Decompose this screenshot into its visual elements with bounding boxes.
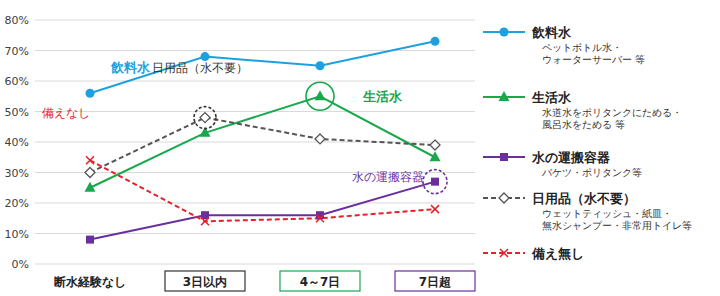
grid-line [35,20,475,21]
point [201,52,210,61]
category-box [165,271,245,291]
point [201,217,209,225]
legend-label: 生活水 [531,90,572,105]
grid-line [35,111,475,112]
legend-label: 備え無し [531,246,584,261]
legend-label: 水の運搬容器 [531,150,610,165]
point [86,89,95,98]
legend: 飲料水ペットボトル水・ウォーターサーバー 等生活水水道水をポリタンクにためる・風… [483,25,692,261]
annotation: 水の運搬容器 [352,170,424,184]
legend-label: 飲料水 [531,25,572,40]
legend-note: ウェットティッシュ・紙皿・ [542,208,672,219]
highlight-circle [306,82,334,110]
legend-marker [499,193,509,203]
legend-note: 無水シャンプー・非常用トイレ等 [542,220,692,231]
point [315,90,326,100]
annotation: 備えなし [42,106,90,120]
y-tick-label: 80% [5,14,29,27]
x-tick-label: 4～7日 [300,275,341,289]
x-tick-label: 7日超 [419,275,451,289]
y-tick-label: 70% [5,45,29,58]
plot-data [85,37,441,244]
y-tick-label: 40% [5,136,29,149]
x-tick-label: 断水経験なし [54,275,126,289]
category-box [395,271,475,291]
y-tick-label: 50% [5,106,29,119]
legend-marker [500,28,509,37]
grid-line [35,81,475,82]
legend-note: ウォーターサーバー 等 [542,54,645,65]
point [430,151,441,161]
point [85,182,96,192]
legend-marker [499,91,510,101]
point [315,134,325,144]
legend-note: ペットボトル水・ [542,42,622,53]
legend-note: 風呂水をためる 等 [542,119,625,130]
grid-line [35,233,475,234]
annotation: 生活水 [362,89,403,104]
point [431,37,440,46]
point [200,113,210,123]
series-line [90,41,435,93]
annotation: 飲料水 [110,60,151,75]
annotations: 飲料水日用品（水不要） 生活水水の運搬容器 備えなし [42,60,447,194]
x-tick-label: 3日以内 [183,275,227,289]
grid-line [35,264,475,265]
y-tick-label: 20% [5,197,29,210]
point [431,178,439,186]
series-line [90,182,435,240]
y-tick-label: 30% [5,167,29,180]
series-line [90,96,435,188]
y-tick-label: 60% [5,75,29,88]
annotation: 日用品（水不要） [152,61,248,75]
highlight-circle [194,107,216,129]
y-tick-label: 0% [12,258,29,271]
grid-line [35,50,475,51]
series-line [90,160,435,221]
grid [35,20,475,264]
point [316,61,325,70]
series-line [90,118,435,173]
legend-note: 水道水をポリタンクにためる・ [542,107,682,118]
category-box [280,271,360,291]
legend-marker [500,153,508,161]
point [430,140,440,150]
legend-label: 日用品（水不要） [532,191,636,206]
legend-marker [500,249,508,257]
point [86,236,94,244]
point [316,214,324,222]
grid-line [35,203,475,204]
point [431,205,439,213]
chart: 0% 10% 20% 30% 40% 50% 60% 70% 80% 断水経験なし 3日以内 4～7日… [0,0,720,296]
point [85,168,95,178]
legend-note: バケツ・ポリタンク等 [541,167,642,178]
highlight-circle [423,170,447,194]
y-tick-label: 10% [5,228,29,241]
point [86,156,94,164]
